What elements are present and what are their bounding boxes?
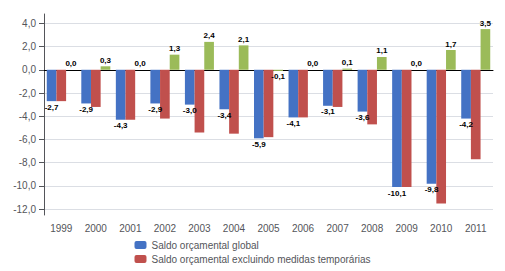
svg-text:2000: 2000 [85, 223, 108, 234]
svg-text:-2,7: -2,7 [45, 103, 59, 112]
svg-text:1,1: 1,1 [376, 46, 388, 55]
svg-text:0,0: 0,0 [411, 59, 423, 68]
svg-text:-3,1: -3,1 [321, 107, 335, 116]
svg-text:3,5: 3,5 [480, 19, 492, 28]
svg-text:-2,9: -2,9 [79, 105, 93, 114]
svg-text:0,0: 0,0 [22, 64, 36, 75]
svg-text:-10,1: -10,1 [388, 189, 407, 198]
svg-text:2008: 2008 [361, 223, 384, 234]
svg-text:2011: 2011 [465, 223, 487, 234]
svg-text:0,0: 0,0 [65, 59, 77, 68]
svg-text:2002: 2002 [154, 223, 177, 234]
svg-text:-3,4: -3,4 [217, 111, 231, 120]
svg-text:-8,0: -8,0 [19, 157, 37, 168]
svg-text:-0,1: -0,1 [271, 72, 285, 81]
svg-text:-4,0: -4,0 [19, 111, 37, 122]
svg-text:2009: 2009 [396, 223, 419, 234]
svg-text:2010: 2010 [430, 223, 453, 234]
svg-text:2005: 2005 [257, 223, 280, 234]
svg-text:Saldo orçamental global: Saldo orçamental global [151, 240, 258, 251]
svg-text:-6,0: -6,0 [19, 134, 37, 145]
svg-text:2,0: 2,0 [22, 41, 36, 52]
svg-text:1,7: 1,7 [445, 40, 457, 49]
svg-text:-10,0: -10,0 [13, 180, 36, 191]
svg-text:-9,8: -9,8 [425, 185, 439, 194]
svg-text:-4,2: -4,2 [459, 120, 473, 129]
svg-text:-4,3: -4,3 [114, 121, 128, 130]
svg-text:-2,0: -2,0 [19, 88, 37, 99]
svg-text:4,0: 4,0 [22, 18, 36, 29]
svg-text:-2,9: -2,9 [148, 105, 162, 114]
svg-text:2006: 2006 [292, 223, 315, 234]
svg-text:-5,9: -5,9 [252, 140, 266, 149]
svg-text:-4,1: -4,1 [286, 119, 300, 128]
svg-text:1999: 1999 [50, 223, 73, 234]
svg-text:-12,0: -12,0 [13, 204, 36, 215]
svg-text:0,1: 0,1 [342, 58, 354, 67]
svg-text:2007: 2007 [326, 223, 349, 234]
svg-text:2,1: 2,1 [238, 35, 250, 44]
svg-text:-3,6: -3,6 [356, 113, 370, 122]
svg-text:Saldo orçamental excluindo med: Saldo orçamental excluindo medidas tempo… [151, 254, 370, 265]
svg-text:2004: 2004 [223, 223, 246, 234]
svg-text:2,4: 2,4 [204, 31, 216, 40]
svg-text:2003: 2003 [188, 223, 211, 234]
svg-text:0,0: 0,0 [134, 59, 146, 68]
svg-text:0,3: 0,3 [100, 56, 112, 65]
svg-text:2001: 2001 [119, 223, 142, 234]
svg-text:-3,0: -3,0 [183, 106, 197, 115]
svg-text:1,3: 1,3 [169, 44, 181, 53]
svg-text:0,0: 0,0 [307, 59, 319, 68]
